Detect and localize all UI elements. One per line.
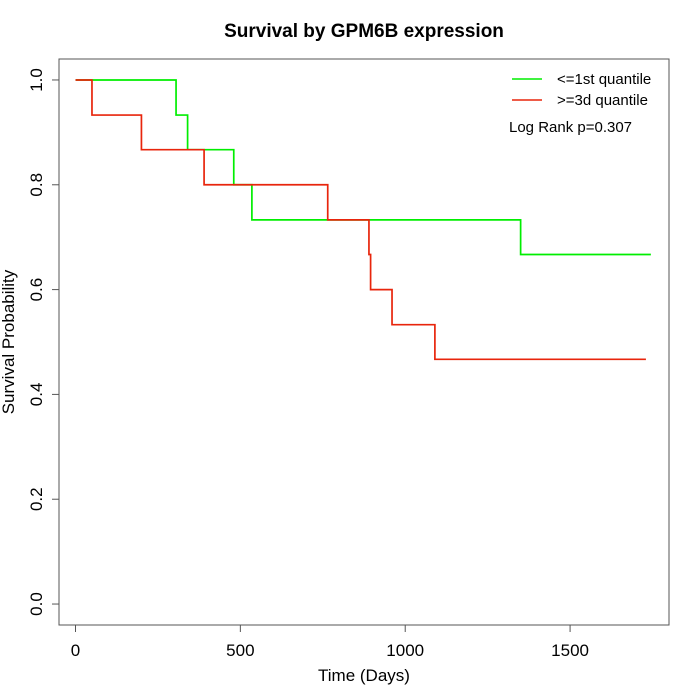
series-line-2 (75, 79, 646, 361)
y-axis: 0.0 0.2 0.4 0.6 0.8 1.0 (27, 68, 60, 616)
x-tick-label: 0 (71, 641, 80, 660)
x-axis: 0 500 1000 1500 (71, 624, 589, 660)
y-tick-label: 0.0 (27, 592, 46, 616)
y-tick-label: 0.6 (27, 278, 46, 302)
y-axis-label: Survival Probability (0, 269, 18, 414)
legend-label-series-2: >=3d quantile (557, 92, 648, 109)
x-tick-label: 1500 (551, 641, 589, 660)
y-tick-label: 1.0 (27, 68, 46, 92)
x-tick-label: 1000 (386, 641, 424, 660)
series-line-1 (75, 79, 651, 256)
y-tick-label: 0.2 (27, 487, 46, 511)
log-rank-annotation: Log Rank p=0.307 (509, 119, 632, 136)
chart-title: Survival by GPM6B expression (224, 21, 504, 42)
plot-frame (58, 58, 670, 626)
x-axis-label: Time (Days) (318, 666, 410, 685)
series-layer (75, 79, 651, 361)
y-tick-label: 0.4 (27, 383, 46, 407)
y-tick-label: 0.8 (27, 173, 46, 197)
x-tick-label: 500 (226, 641, 254, 660)
legend-label-series-1: <=1st quantile (557, 71, 651, 88)
legend: <=1st quantile >=3d quantile (512, 71, 651, 109)
